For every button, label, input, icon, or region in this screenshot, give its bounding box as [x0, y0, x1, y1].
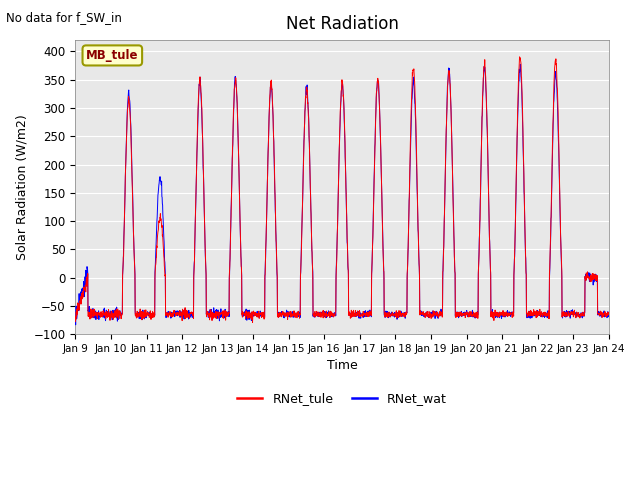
- Text: No data for f_SW_in: No data for f_SW_in: [6, 11, 122, 24]
- Legend: RNet_tule, RNet_wat: RNet_tule, RNet_wat: [232, 387, 452, 410]
- Title: Net Radiation: Net Radiation: [285, 15, 399, 33]
- Y-axis label: Solar Radiation (W/m2): Solar Radiation (W/m2): [15, 114, 28, 260]
- X-axis label: Time: Time: [326, 360, 358, 372]
- Text: MB_tule: MB_tule: [86, 49, 139, 62]
